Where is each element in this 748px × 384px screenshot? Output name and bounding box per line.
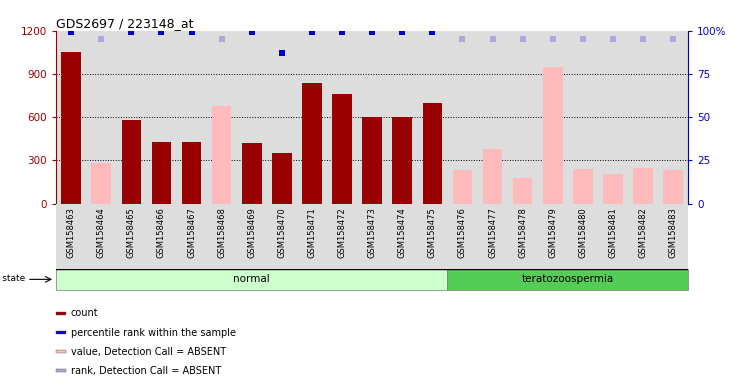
Text: count: count — [71, 308, 99, 318]
Bar — [236, 204, 267, 269]
Text: GSM158482: GSM158482 — [639, 207, 648, 258]
Bar — [56, 350, 66, 353]
Bar — [598, 204, 628, 269]
Bar — [56, 269, 447, 290]
Text: GSM158468: GSM158468 — [217, 207, 226, 258]
Bar — [634, 167, 653, 204]
Text: GSM158475: GSM158475 — [428, 207, 437, 258]
Text: GSM158481: GSM158481 — [608, 207, 617, 258]
Bar — [56, 204, 86, 269]
Text: GSM158465: GSM158465 — [127, 207, 136, 258]
Bar — [417, 31, 447, 204]
Bar — [513, 178, 533, 204]
Text: GSM158480: GSM158480 — [578, 207, 587, 258]
Bar — [628, 31, 658, 204]
Bar — [423, 103, 442, 204]
Bar — [482, 149, 503, 204]
Text: GSM158478: GSM158478 — [518, 207, 527, 258]
Bar — [393, 117, 412, 204]
Bar — [182, 142, 201, 204]
Text: GDS2697 / 223148_at: GDS2697 / 223148_at — [56, 17, 194, 30]
Text: GSM158476: GSM158476 — [458, 207, 467, 258]
Bar — [236, 31, 267, 204]
Text: percentile rank within the sample: percentile rank within the sample — [71, 328, 236, 338]
Text: GSM158474: GSM158474 — [398, 207, 407, 258]
Bar — [86, 204, 116, 269]
Bar — [573, 169, 592, 204]
Text: GSM158464: GSM158464 — [96, 207, 105, 258]
Bar — [86, 31, 116, 204]
Bar — [658, 31, 688, 204]
Bar — [477, 204, 508, 269]
Bar — [447, 31, 477, 204]
Bar — [447, 204, 477, 269]
Bar — [206, 204, 236, 269]
Text: GSM158472: GSM158472 — [337, 207, 346, 258]
Text: GSM158463: GSM158463 — [67, 207, 76, 258]
Bar — [362, 117, 382, 204]
Text: GSM158466: GSM158466 — [157, 207, 166, 258]
Bar — [242, 143, 262, 204]
Bar — [508, 204, 538, 269]
Bar — [453, 170, 472, 204]
Bar — [56, 31, 86, 204]
Bar — [603, 174, 622, 204]
Bar — [56, 312, 66, 315]
Bar — [663, 170, 683, 204]
Bar — [61, 52, 81, 204]
Bar — [147, 204, 177, 269]
Bar — [508, 31, 538, 204]
Text: value, Detection Call = ABSENT: value, Detection Call = ABSENT — [71, 347, 226, 357]
Bar — [116, 31, 147, 204]
Bar — [177, 204, 206, 269]
Bar — [387, 204, 417, 269]
Bar — [297, 204, 327, 269]
Bar — [177, 31, 206, 204]
Bar — [543, 67, 562, 204]
Bar — [91, 163, 111, 204]
Bar — [332, 94, 352, 204]
Text: GSM158473: GSM158473 — [367, 207, 377, 258]
Bar — [152, 142, 171, 204]
Bar — [267, 204, 297, 269]
Bar — [56, 369, 66, 372]
Bar — [267, 31, 297, 204]
Bar — [206, 31, 236, 204]
Text: GSM158469: GSM158469 — [248, 207, 257, 258]
Text: GSM158470: GSM158470 — [278, 207, 286, 258]
Bar — [327, 204, 357, 269]
Bar — [538, 204, 568, 269]
Bar — [122, 120, 141, 204]
Bar — [297, 31, 327, 204]
Text: teratozoospermia: teratozoospermia — [521, 274, 614, 285]
Bar — [387, 31, 417, 204]
Bar — [658, 204, 688, 269]
Bar — [477, 31, 508, 204]
Bar — [417, 204, 447, 269]
Bar — [272, 153, 292, 204]
Bar — [568, 204, 598, 269]
Bar — [302, 83, 322, 204]
Text: normal: normal — [233, 274, 270, 285]
Bar — [357, 31, 387, 204]
Text: GSM158477: GSM158477 — [488, 207, 497, 258]
Bar — [116, 204, 147, 269]
Bar — [628, 204, 658, 269]
Text: rank, Detection Call = ABSENT: rank, Detection Call = ABSENT — [71, 366, 221, 376]
Bar — [56, 331, 66, 334]
Text: GSM158479: GSM158479 — [548, 207, 557, 258]
Text: GSM158483: GSM158483 — [669, 207, 678, 258]
Bar — [147, 31, 177, 204]
Text: GSM158471: GSM158471 — [307, 207, 316, 258]
Text: disease state: disease state — [0, 274, 25, 283]
Bar — [568, 31, 598, 204]
Bar — [212, 106, 231, 204]
Bar — [357, 204, 387, 269]
Bar — [447, 269, 688, 290]
Bar — [538, 31, 568, 204]
Bar — [327, 31, 357, 204]
Bar — [598, 31, 628, 204]
Text: GSM158467: GSM158467 — [187, 207, 196, 258]
